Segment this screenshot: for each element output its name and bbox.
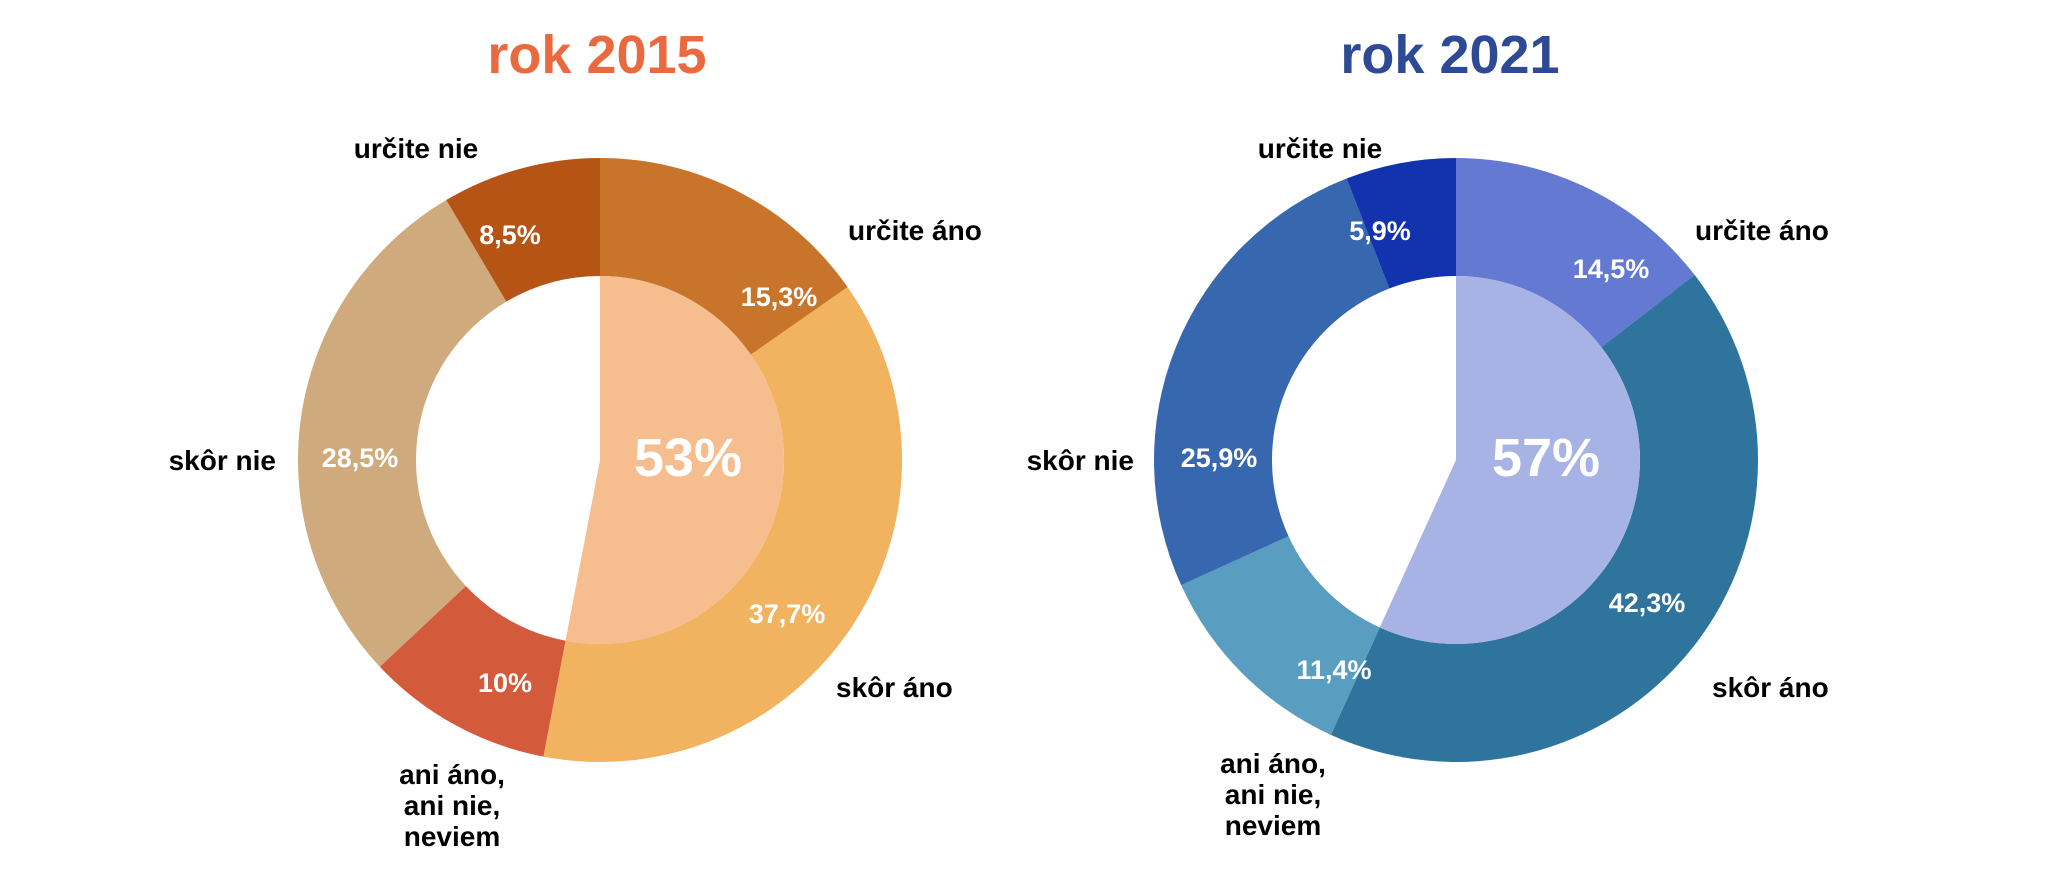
donut-chart-2021: rok 2021 57% 14,5% 42,3% 11,4% 25,9% 5,9% ur…: [1027, 25, 1829, 841]
value-label-0-4: 8,5%: [479, 220, 541, 250]
slices-2021: [1153, 158, 1758, 762]
value-label-0-2: 10%: [478, 668, 532, 698]
slice-1-2: [1181, 536, 1380, 735]
value-label-1-1: 42,3%: [1609, 588, 1686, 618]
category-label-1-4: určite nie: [1258, 133, 1382, 164]
slice-0-4: [446, 158, 600, 302]
category-label-0-4: určite nie: [354, 133, 478, 164]
value-label-0-3: 28,5%: [322, 443, 399, 473]
value-label-1-4: 5,9%: [1349, 216, 1411, 246]
category-labels-2021: určite áno skôr áno ani áno, ani nie, neviem…: [1027, 133, 1829, 841]
chart-title-2021: rok 2021: [1340, 25, 1559, 85]
category-label-0-3: skôr nie: [169, 445, 276, 476]
chart-title-2015: rok 2015: [487, 25, 706, 85]
value-label-0-1: 37,7%: [749, 599, 826, 629]
value-label-1-0: 14,5%: [1573, 254, 1650, 284]
slice-0-0: [600, 158, 848, 355]
donut-chart-2015: rok 2015 53% 15,3% 37,7% 10% 28,5% 8,5% urči…: [169, 25, 982, 852]
slice-0-3: [297, 200, 507, 667]
value-label-0-0: 15,3%: [741, 282, 818, 312]
category-label-1-1: skôr áno: [1712, 672, 1829, 703]
slices-2015: [297, 158, 902, 762]
value-labels-2015: 15,3% 37,7% 10% 28,5% 8,5%: [322, 220, 826, 698]
category-label-1-0: určite áno: [1695, 215, 1829, 246]
value-labels-2021: 14,5% 42,3% 11,4% 25,9% 5,9%: [1181, 216, 1686, 685]
category-label-0-2: ani áno, ani nie, neviem: [399, 759, 505, 852]
category-label-0-0: určite áno: [848, 215, 982, 246]
category-labels-2015: určite áno skôr áno ani áno, ani nie, neviem…: [169, 133, 982, 852]
center-wedge-2015: [565, 276, 785, 644]
slice-1-4: [1346, 158, 1456, 289]
center-label-2015: 53%: [634, 428, 742, 488]
slice-0-1: [543, 287, 902, 762]
value-label-1-2: 11,4%: [1296, 655, 1371, 685]
slice-1-0: [1456, 158, 1695, 348]
category-label-1-2: ani áno, ani nie, neviem: [1220, 748, 1326, 841]
center-wedge-2021: [1379, 276, 1640, 644]
category-label-1-3: skôr nie: [1027, 445, 1134, 476]
slice-0-2: [379, 585, 566, 757]
category-label-0-1: skôr áno: [836, 672, 953, 703]
value-label-1-3: 25,9%: [1181, 443, 1258, 473]
center-label-2021: 57%: [1492, 428, 1600, 488]
slice-1-1: [1330, 274, 1758, 762]
slice-1-3: [1153, 178, 1390, 586]
